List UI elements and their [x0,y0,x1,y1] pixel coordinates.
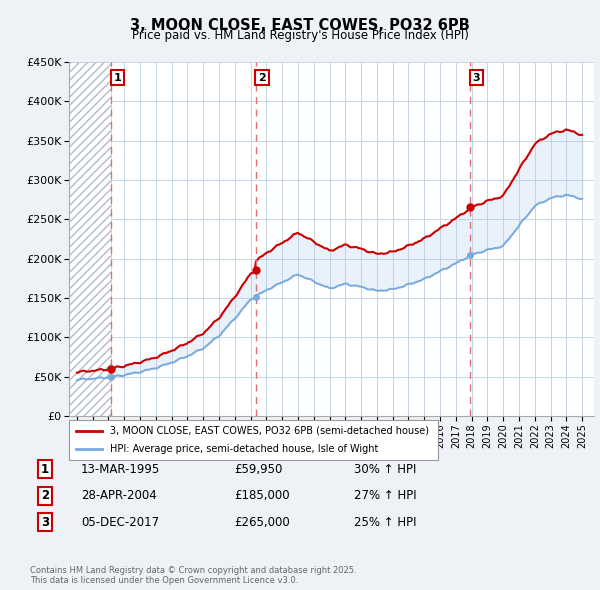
Text: 1: 1 [114,73,122,83]
Text: 30% ↑ HPI: 30% ↑ HPI [354,463,416,476]
Text: HPI: Average price, semi-detached house, Isle of Wight: HPI: Average price, semi-detached house,… [110,444,378,454]
Text: 2: 2 [41,489,49,502]
Text: 05-DEC-2017: 05-DEC-2017 [81,516,159,529]
Text: 2: 2 [258,73,266,83]
Text: £265,000: £265,000 [234,516,290,529]
Text: 1: 1 [41,463,49,476]
Text: 13-MAR-1995: 13-MAR-1995 [81,463,160,476]
Text: 3: 3 [473,73,481,83]
Text: 3, MOON CLOSE, EAST COWES, PO32 6PB: 3, MOON CLOSE, EAST COWES, PO32 6PB [130,18,470,32]
Text: 3, MOON CLOSE, EAST COWES, PO32 6PB (semi-detached house): 3, MOON CLOSE, EAST COWES, PO32 6PB (sem… [110,426,428,436]
Text: 3: 3 [41,516,49,529]
Bar [69,62,112,416]
Text: 25% ↑ HPI: 25% ↑ HPI [354,516,416,529]
Text: Contains HM Land Registry data © Crown copyright and database right 2025.
This d: Contains HM Land Registry data © Crown c… [30,566,356,585]
Text: 27% ↑ HPI: 27% ↑ HPI [354,489,416,502]
Text: £185,000: £185,000 [234,489,290,502]
Text: £59,950: £59,950 [234,463,283,476]
Text: 28-APR-2004: 28-APR-2004 [81,489,157,502]
Text: Price paid vs. HM Land Registry's House Price Index (HPI): Price paid vs. HM Land Registry's House … [131,29,469,42]
